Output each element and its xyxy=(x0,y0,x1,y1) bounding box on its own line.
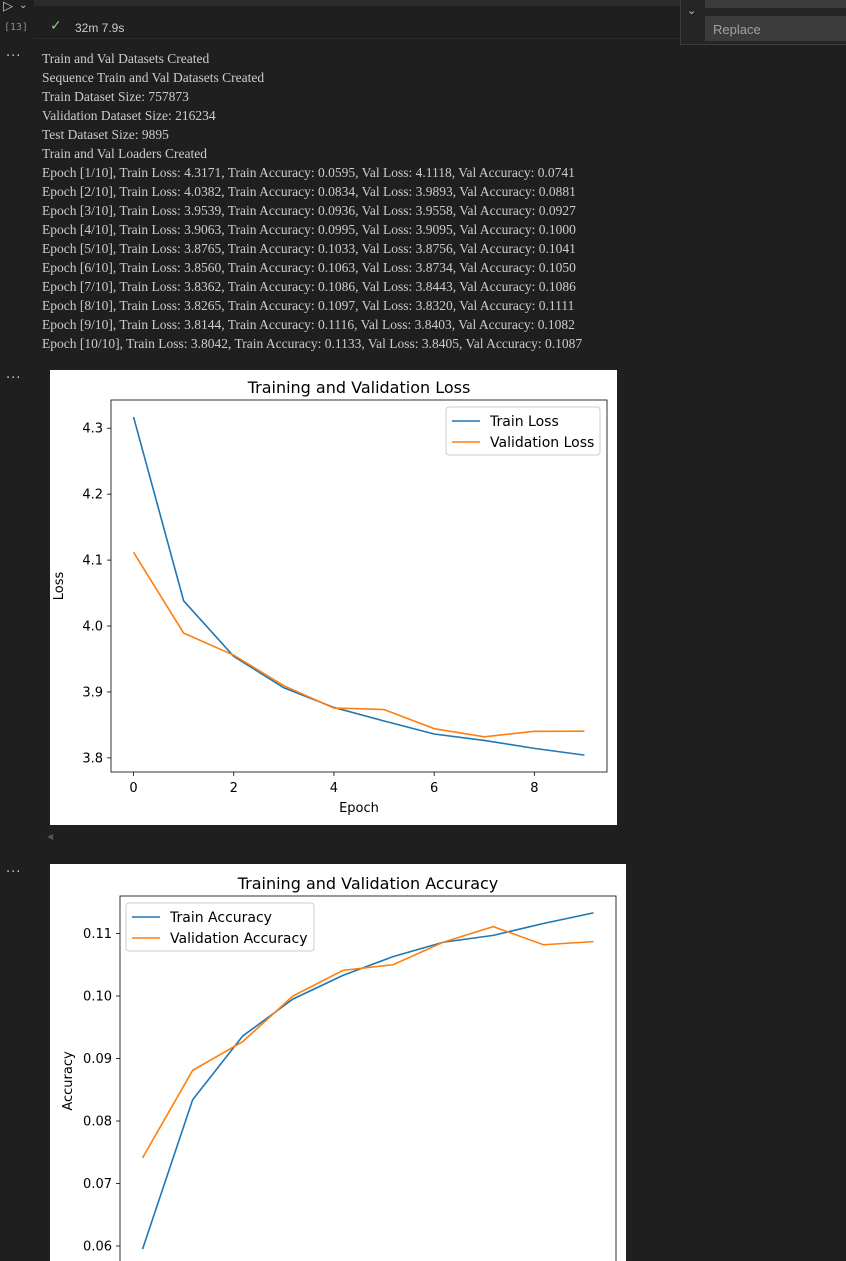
validation-series-line xyxy=(141,925,594,1159)
output-line: Epoch [7/10], Train Loss: 3.8362, Train … xyxy=(42,279,576,294)
accuracy-chart: Training and Validation Accuracy 0.06 0.07… xyxy=(61,874,617,1261)
loss-plot: Training and Validation Loss 3.8 3.9 4.0 4.1… xyxy=(50,370,617,825)
output-line: Epoch [3/10], Train Loss: 3.9539, Train … xyxy=(42,203,576,218)
execution-count: [13] xyxy=(4,22,29,33)
output-line: Epoch [9/10], Train Loss: 3.8144, Train … xyxy=(42,317,575,332)
y-tick-label: 0.11 xyxy=(83,927,112,942)
output-line: Epoch [10/10], Train Loss: 3.8042, Train… xyxy=(42,336,583,351)
output-line: Epoch [4/10], Train Loss: 3.9063, Train … xyxy=(42,222,576,237)
y-tick-label: 3.9 xyxy=(82,685,103,700)
legend-box xyxy=(445,406,601,456)
find-input[interactable] xyxy=(705,0,846,8)
output-line: Epoch [5/10], Train Loss: 3.8765, Train … xyxy=(42,241,576,256)
x-tick-label: 8 xyxy=(530,781,538,796)
replace-input[interactable]: Replace xyxy=(705,16,846,41)
legend-label: Train Loss xyxy=(489,414,559,430)
axes-frame xyxy=(110,399,608,773)
y-tick-label: 0.10 xyxy=(83,990,112,1005)
output-line: Train Dataset Size: 757873 xyxy=(42,89,189,104)
train-series-line xyxy=(132,416,585,756)
chevron-down-icon[interactable]: ⌄ xyxy=(19,0,28,11)
output-line: Sequence Train and Val Datasets Created xyxy=(42,70,265,85)
output-line: Test Dataset Size: 9895 xyxy=(42,127,169,142)
x-tick-label: 6 xyxy=(430,781,438,796)
run-icon[interactable]: ▷ xyxy=(3,0,13,14)
check-icon: ✓ xyxy=(50,18,62,34)
x-tick-label: 0 xyxy=(129,781,137,796)
ellipsis-icon[interactable]: ··· xyxy=(6,49,22,64)
y-tick-label: 0.09 xyxy=(83,1052,112,1067)
find-replace-widget: ⌄ Replace xyxy=(680,0,846,45)
y-tick-label: 0.06 xyxy=(83,1240,112,1255)
legend-label: Validation Loss xyxy=(490,435,594,451)
legend-box xyxy=(125,902,315,952)
legend-label: Train Accuracy xyxy=(169,910,272,926)
x-tick-label: 4 xyxy=(330,781,338,796)
y-tick-label: 4.2 xyxy=(82,488,103,503)
replace-placeholder: Replace xyxy=(713,22,761,37)
train-series-line xyxy=(141,912,594,1250)
y-tick-label: 4.3 xyxy=(82,422,103,437)
y-tick-label: 0.08 xyxy=(83,1115,112,1130)
output-line: Epoch [1/10], Train Loss: 4.3171, Train … xyxy=(42,165,575,180)
axes-frame xyxy=(119,895,617,1261)
y-tick-label: 4.0 xyxy=(82,620,103,635)
execution-duration: 32m 7.9s xyxy=(75,21,125,35)
output-line: Train and Val Datasets Created xyxy=(42,51,210,66)
scroll-left-icon[interactable]: ◀ xyxy=(47,832,54,841)
x-tick-label: 2 xyxy=(230,781,238,796)
y-tick-label: 3.8 xyxy=(82,751,103,766)
y-axis-label: Loss xyxy=(52,572,67,601)
ellipsis-icon[interactable]: ··· xyxy=(6,865,22,880)
cell-output-text: Train and Val Datasets Created Sequence T… xyxy=(42,49,582,353)
chevron-down-icon[interactable]: ⌄ xyxy=(687,4,697,17)
y-tick-label: 4.1 xyxy=(82,554,103,569)
output-line: Epoch [2/10], Train Loss: 4.0382, Train … xyxy=(42,184,576,199)
output-line: Epoch [6/10], Train Loss: 3.8560, Train … xyxy=(42,260,576,275)
output-line: Validation Dataset Size: 216234 xyxy=(42,108,216,123)
output-line: Epoch [8/10], Train Loss: 3.8265, Train … xyxy=(42,298,575,313)
x-axis-label: Epoch xyxy=(339,801,379,816)
ellipsis-icon[interactable]: ··· xyxy=(6,371,22,386)
cell-gutter: ▷ ⌄ [13] xyxy=(0,0,34,40)
output-line: Train and Val Loaders Created xyxy=(42,146,207,161)
y-tick-label: 0.07 xyxy=(83,1177,112,1192)
chart-title: Training and Validation Loss xyxy=(247,378,471,397)
accuracy-plot: Training and Validation Accuracy 0.06 0.07… xyxy=(50,864,626,1261)
loss-chart: Training and Validation Loss 3.8 3.9 4.0 4.1… xyxy=(52,378,608,816)
chart-title: Training and Validation Accuracy xyxy=(237,874,499,893)
y-axis-label: Accuracy xyxy=(61,1051,76,1111)
cell-editor-strip[interactable] xyxy=(34,0,680,6)
execution-status: ✓ 32m 7.9s xyxy=(34,6,680,39)
legend-label: Validation Accuracy xyxy=(170,931,308,947)
validation-series-line xyxy=(132,551,585,738)
